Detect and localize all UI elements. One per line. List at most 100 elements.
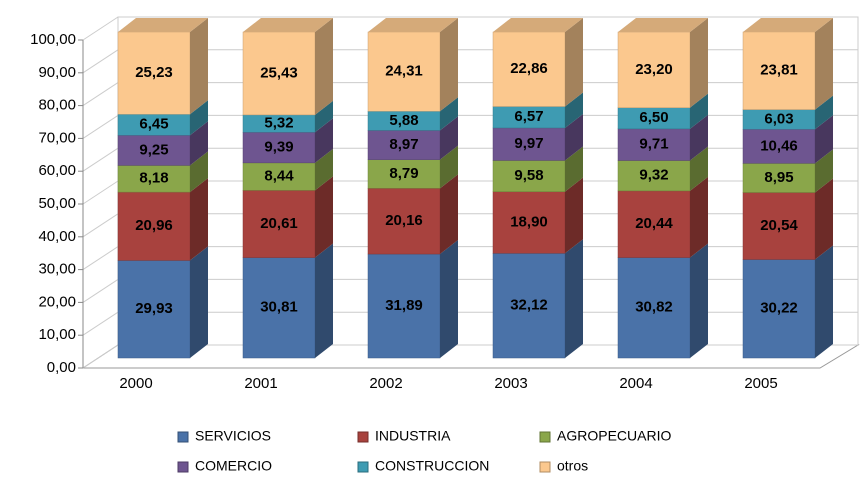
grid-line bbox=[82, 114, 119, 139]
bar-side bbox=[815, 17, 833, 110]
legend-swatch bbox=[357, 461, 369, 473]
value-label: 5,88 bbox=[389, 112, 418, 129]
value-label: 6,50 bbox=[639, 109, 668, 126]
grid-line bbox=[82, 213, 119, 238]
grid-line bbox=[82, 278, 119, 303]
bar-top bbox=[743, 17, 833, 32]
value-label: 9,97 bbox=[514, 135, 543, 152]
value-label: 25,43 bbox=[260, 64, 298, 81]
bar-side bbox=[565, 177, 583, 254]
bar-side bbox=[565, 239, 583, 358]
bar-segment bbox=[242, 162, 316, 191]
y-tick-label: 30,00 bbox=[38, 261, 76, 278]
bar-side bbox=[440, 240, 458, 358]
legend-swatch bbox=[357, 431, 369, 443]
value-label: 18,90 bbox=[510, 213, 548, 230]
y-tick-label: 70,00 bbox=[38, 129, 76, 146]
bar-segment bbox=[117, 191, 191, 261]
bar-side bbox=[315, 118, 333, 163]
bar-segment bbox=[242, 190, 316, 258]
bar-side bbox=[690, 176, 708, 258]
bar-side bbox=[690, 93, 708, 129]
bar-side bbox=[440, 116, 458, 160]
bar-side bbox=[190, 178, 208, 261]
bar-segment bbox=[242, 257, 316, 359]
legend-swatch bbox=[539, 461, 551, 473]
bar-top bbox=[493, 18, 583, 32]
x-tick-label: 2003 bbox=[494, 375, 527, 392]
y-tick-label: 80,00 bbox=[38, 97, 76, 114]
value-label: 6,57 bbox=[514, 108, 543, 125]
grid-line bbox=[82, 147, 119, 172]
value-label: 31,89 bbox=[385, 297, 423, 314]
x-tick-label: 2000 bbox=[119, 375, 152, 392]
value-label: 20,61 bbox=[260, 215, 298, 232]
value-label: 6,45 bbox=[139, 116, 168, 133]
grid-line bbox=[82, 344, 119, 369]
bar-side bbox=[815, 149, 833, 193]
bar-segment bbox=[742, 128, 816, 164]
value-label: 24,31 bbox=[385, 63, 423, 80]
grid-line bbox=[82, 246, 119, 271]
bar-side bbox=[315, 148, 333, 191]
bar-segment bbox=[367, 188, 441, 255]
bar-segment bbox=[742, 31, 816, 110]
bar-top bbox=[618, 18, 708, 33]
bar-segment bbox=[117, 31, 191, 115]
value-label: 20,44 bbox=[635, 215, 673, 232]
value-label: 9,39 bbox=[264, 139, 293, 156]
bar-side bbox=[690, 18, 708, 108]
value-label: 9,71 bbox=[639, 136, 668, 153]
bar-top bbox=[368, 18, 458, 32]
bar-side bbox=[815, 178, 833, 260]
y-tick-label: 90,00 bbox=[38, 64, 76, 81]
y-tick-label: 60,00 bbox=[38, 162, 76, 179]
value-label: 10,46 bbox=[760, 137, 798, 154]
grid-line bbox=[82, 180, 119, 205]
value-label: 29,93 bbox=[135, 300, 173, 317]
value-label: 9,25 bbox=[139, 141, 168, 158]
value-label: 8,44 bbox=[264, 168, 294, 185]
value-label: 5,32 bbox=[264, 115, 293, 132]
x-tick-label: 2001 bbox=[244, 375, 277, 392]
bar-side bbox=[815, 245, 833, 358]
x-tick-label: 2002 bbox=[369, 375, 402, 392]
y-tick-label: 100,00 bbox=[30, 31, 76, 48]
legend-label: SERVICIOS bbox=[195, 428, 271, 444]
bar-side bbox=[315, 100, 333, 133]
bar-segment bbox=[242, 31, 316, 116]
value-label: 30,82 bbox=[635, 299, 673, 316]
legend-label: COMERCIO bbox=[195, 458, 272, 474]
bar-side bbox=[690, 114, 708, 161]
legend-swatch bbox=[177, 461, 189, 473]
value-label: 20,96 bbox=[135, 217, 173, 234]
bar-side bbox=[190, 100, 208, 136]
bar-top bbox=[243, 18, 333, 32]
value-label: 30,22 bbox=[760, 300, 798, 317]
legend-label: INDUSTRIA bbox=[375, 428, 451, 444]
bar-side bbox=[565, 92, 583, 128]
legend-swatch bbox=[539, 431, 551, 443]
legend-label: CONSTRUCCION bbox=[375, 458, 489, 474]
bar-side bbox=[315, 18, 333, 115]
bar-side bbox=[190, 151, 208, 193]
value-label: 8,97 bbox=[389, 136, 418, 153]
bar-side bbox=[440, 174, 458, 255]
bar-side bbox=[190, 18, 208, 115]
value-label: 30,81 bbox=[260, 299, 298, 316]
y-tick-label: 0,00 bbox=[47, 359, 76, 376]
bar-top bbox=[118, 18, 208, 32]
grid-line bbox=[82, 311, 119, 336]
bar-side bbox=[315, 176, 333, 258]
value-label: 6,03 bbox=[764, 110, 793, 127]
bar-segment bbox=[367, 130, 441, 160]
bar-segment bbox=[742, 192, 816, 260]
bar-segment bbox=[367, 159, 441, 189]
bar-side bbox=[440, 97, 458, 131]
value-label: 9,58 bbox=[514, 167, 543, 184]
grid-line bbox=[82, 49, 119, 74]
bar-segment bbox=[492, 191, 566, 254]
bar-side bbox=[815, 115, 833, 164]
bar-side bbox=[815, 95, 833, 130]
